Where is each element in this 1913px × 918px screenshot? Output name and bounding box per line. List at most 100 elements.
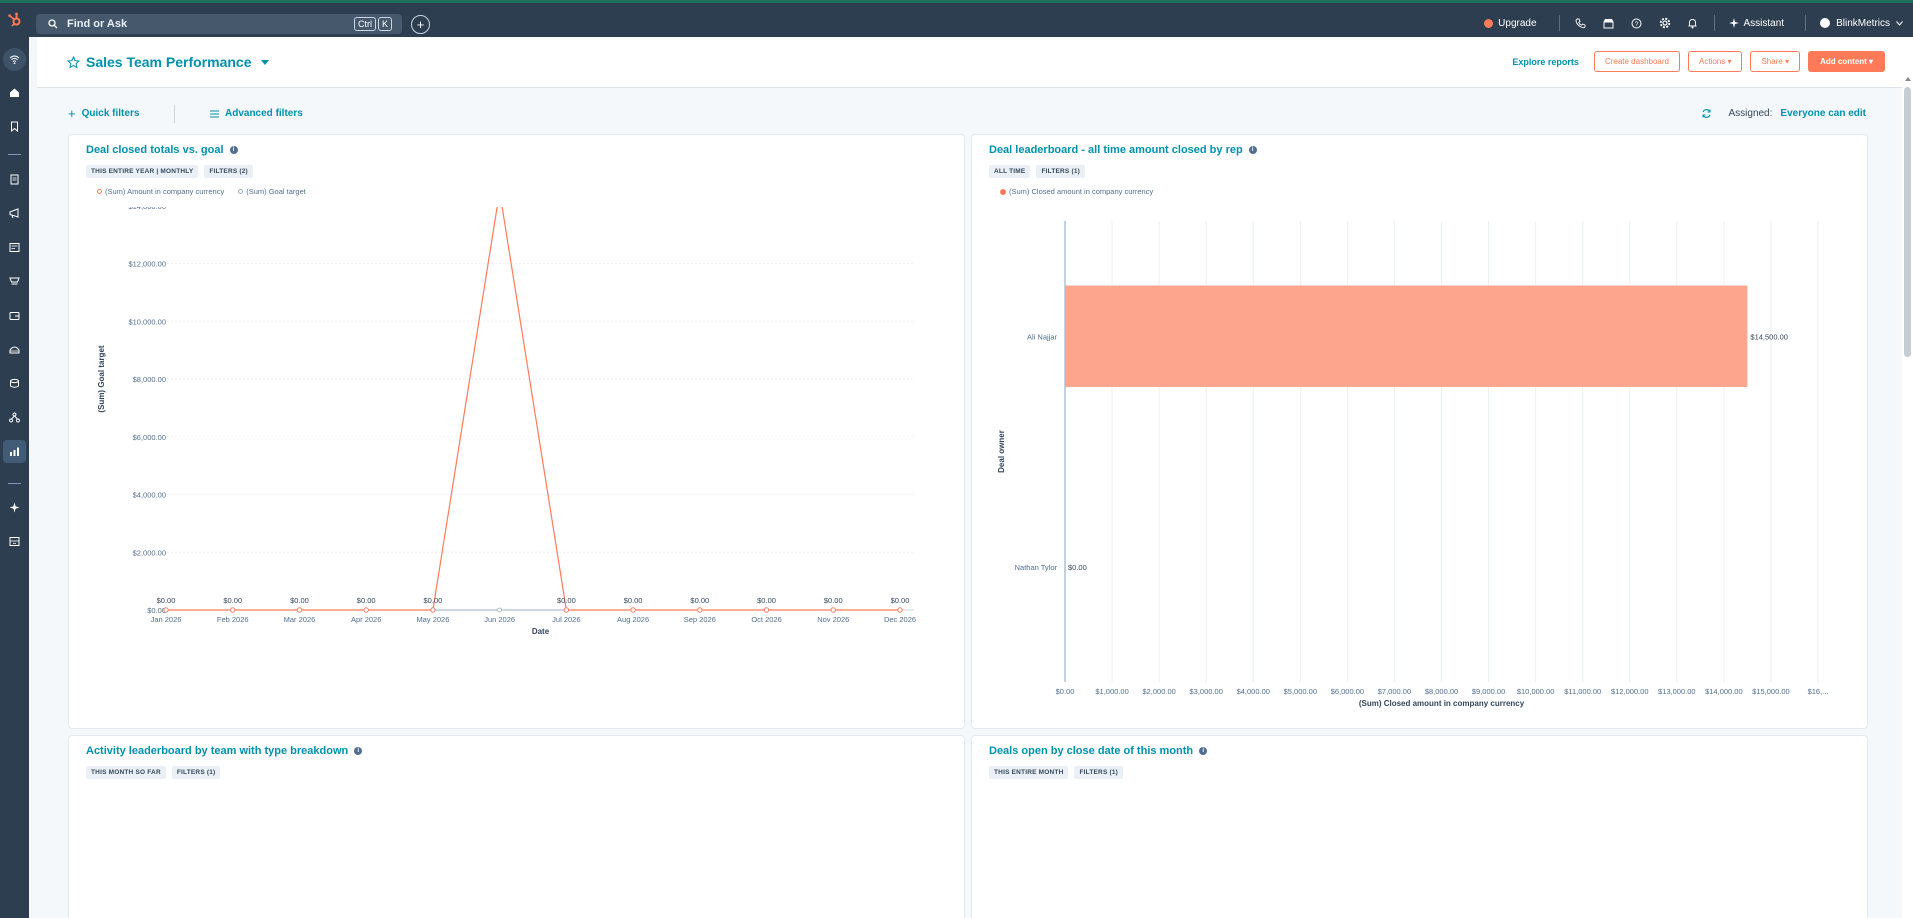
filters-chip[interactable]: FILTERS (1) [171,766,221,779]
info-icon[interactable]: i [354,747,363,755]
report-card-deals-open-by-close-date[interactable]: Deals open by close date of this month i… [971,735,1868,918]
legend-item-closed-amount[interactable]: (Sum) Closed amount in company currency [1000,187,1153,196]
report-card-activity-leaderboard[interactable]: Activity leaderboard by team with type b… [68,735,965,918]
sidebar-bookmarks-icon[interactable] [3,115,26,138]
report-title[interactable]: Deal leaderboard - all time amount close… [989,144,1257,156]
info-icon[interactable]: i [1199,747,1208,755]
date-range-chip[interactable]: THIS ENTIRE YEAR | MONTHLY [86,165,199,178]
legend-marker [1000,188,1006,195]
legend-item-goal[interactable]: (Sum) Goal target [238,187,306,196]
legend-label: (Sum) Amount in company currency [105,187,225,196]
add-content-button[interactable]: Add content ▾ [1808,51,1885,72]
sparkle-icon [1728,18,1739,28]
bar-ali-najjar [1065,285,1748,387]
y-tick-label: Ali Najjar [1027,332,1058,341]
sidebar-reporting-icon[interactable] [3,440,26,463]
add-content-label: Add content [1820,57,1867,66]
report-title[interactable]: Activity leaderboard by team with type b… [86,745,363,757]
assigned-value-link[interactable]: Everyone can edit [1780,108,1866,119]
data-label: $0.00 [357,596,376,605]
report-title[interactable]: Deal closed totals vs. goal i [86,144,238,156]
explore-reports-link[interactable]: Explore reports [1512,56,1579,67]
quick-filters-button[interactable]: + Quick filters [68,105,139,121]
filters-chip[interactable]: FILTERS (2) [204,165,253,178]
date-range-chip[interactable]: ALL TIME [989,165,1031,178]
sidebar-data-management-icon[interactable] [3,372,26,395]
x-tick-label: Apr 2026 [351,615,381,624]
caret-down-icon: ▾ [1785,57,1790,66]
x-tick-label: $7,000.00 [1378,687,1411,696]
date-range-chip[interactable]: THIS MONTH SO FAR [86,766,166,779]
create-new-button[interactable]: + [411,15,430,34]
caret-down-icon: ▾ [1727,57,1732,66]
topbar-divider [1713,15,1715,31]
filters-chip[interactable]: FILTERS (1) [1036,165,1086,178]
data-label: $0.00 [290,596,309,605]
upgrade-button[interactable]: Upgrade [1484,18,1537,29]
y-tick-label: $8,000.00 [133,375,166,384]
caret-down-icon[interactable] [260,59,269,65]
scrollbar-thumb[interactable] [1904,87,1911,357]
account-avatar [1820,18,1831,28]
date-range-chip[interactable]: THIS ENTIRE MONTH [989,766,1069,779]
sidebar-crm-icon[interactable] [3,168,26,191]
report-title[interactable]: Deals open by close date of this month i [989,745,1208,757]
report-card-deal-leaderboard[interactable]: Deal leaderboard - all time amount close… [971,134,1868,729]
scroll-up-arrow-icon[interactable] [1905,77,1911,81]
x-tick-label: $8,000.00 [1425,687,1458,696]
notifications-bell-icon[interactable] [1686,16,1700,30]
filters-chip[interactable]: FILTERS (1) [1074,766,1124,779]
sidebar-home-icon[interactable] [3,81,26,104]
refresh-icon[interactable] [1701,108,1712,119]
info-icon[interactable]: i [1248,146,1257,154]
info-icon[interactable]: i [229,146,238,154]
sidebar-apps-icon[interactable] [3,530,26,553]
sidebar-commerce-icon[interactable] [3,304,26,327]
x-tick-label: May 2026 [416,615,449,624]
shortcut-key-ctrl: Ctrl [353,17,376,31]
x-tick-label: Jan 2026 [151,615,182,624]
settings-gear-icon[interactable] [1658,16,1672,30]
sidebar-sales-icon[interactable] [3,270,26,293]
amount-point [697,607,703,613]
help-icon[interactable]: ? [1630,16,1644,30]
marketplace-icon[interactable] [1602,16,1616,30]
actions-dropdown-button[interactable]: Actions ▾ [1687,51,1743,72]
data-label: $0.00 [624,596,643,605]
sidebar-service-icon[interactable] [3,338,26,361]
y-tick-label: Nathan Tylor [1015,563,1058,572]
legend-label: (Sum) Closed amount in company currency [1009,187,1154,196]
report-card-deal-closed-totals[interactable]: Deal closed totals vs. goal i THIS ENTIR… [68,134,965,729]
legend-marker [97,189,102,194]
sidebar-workspaces-icon[interactable] [3,48,26,71]
favorite-star-icon[interactable] [67,55,80,69]
sidebar-breeze-icon[interactable] [3,496,26,519]
advanced-filters-button[interactable]: Advanced filters [210,108,303,119]
legend-item-amount[interactable]: (Sum) Amount in company currency [97,187,224,196]
topbar-divider [1805,15,1807,31]
hubspot-logo-icon[interactable] [0,3,29,37]
shortcut-key-k: K [377,17,392,31]
data-label: $14,500.00 [1750,332,1788,341]
sidebar-content-icon[interactable] [3,236,26,259]
dashboard-title-dropdown[interactable]: Sales Team Performance [86,54,252,70]
top-navigation-bar: Find or Ask Ctrl K + Upgrade ? Ass [0,0,1913,37]
page-scrollbar[interactable] [1902,37,1913,918]
sidebar-automation-icon[interactable] [3,406,26,429]
plus-icon: + [68,105,76,121]
assistant-button[interactable]: Assistant [1728,17,1785,29]
phone-icon[interactable] [1574,16,1588,30]
sidebar-marketing-icon[interactable] [3,202,26,225]
assistant-label: Assistant [1743,17,1785,29]
report-title-text: Deal closed totals vs. goal [86,144,224,156]
x-tick-label: $2,000.00 [1142,687,1175,696]
filter-divider [174,105,175,123]
amount-point [763,607,770,613]
create-dashboard-button[interactable]: Create dashboard [1593,51,1680,72]
account-menu[interactable]: BlinkMetrics [1820,18,1903,29]
search-input[interactable]: Find or Ask Ctrl K [36,14,402,34]
share-dropdown-button[interactable]: Share ▾ [1750,51,1801,72]
legend-marker [238,189,244,194]
data-label: $0.00 [557,596,576,605]
y-tick-label: $10,000.00 [128,317,166,326]
